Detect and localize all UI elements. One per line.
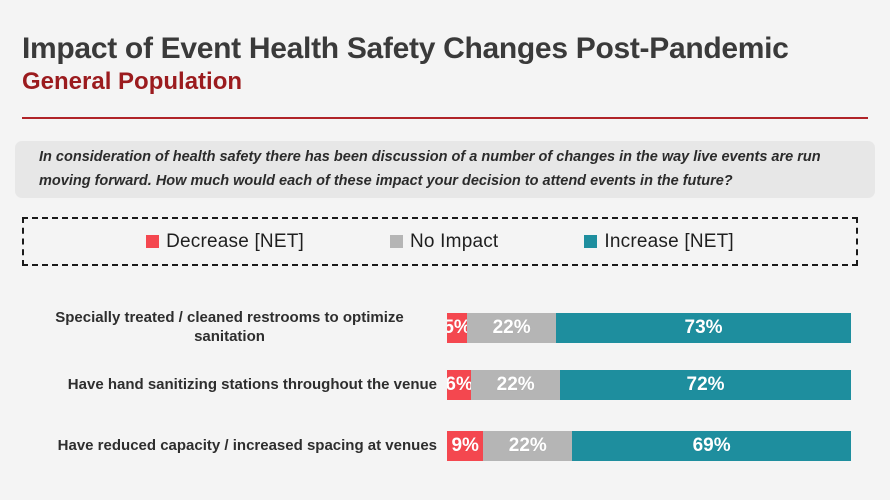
page-title: Impact of Event Health Safety Changes Po… xyxy=(22,32,789,65)
bar-segment-increase: 69% xyxy=(572,431,851,461)
category-label: Specially treated / cleaned restrooms to… xyxy=(55,309,404,345)
bar-segment-no-impact: 22% xyxy=(467,312,557,343)
bar-segment-decrease: 6% xyxy=(447,370,473,400)
segment-value: 69% xyxy=(692,435,731,456)
page-subtitle: General Population xyxy=(22,67,243,95)
chart-legend: Decrease [NET] No Impact Increase [NET] xyxy=(22,217,858,266)
survey-question-box: In consideration of health safety there … xyxy=(15,141,875,198)
header-divider xyxy=(22,117,868,119)
segment-value: 22% xyxy=(492,316,531,338)
decrease-swatch-icon xyxy=(146,235,160,248)
bar-segment-no-impact: 22% xyxy=(483,431,573,461)
legend-label: No Impact xyxy=(410,230,499,252)
legend-label: Increase [NET] xyxy=(604,230,734,252)
bar-segment-no-impact: 22% xyxy=(471,370,561,400)
category-label: Have hand sanitizing stations throughout… xyxy=(67,375,437,393)
no-impact-swatch-icon xyxy=(390,235,404,248)
segment-value: 73% xyxy=(684,316,723,338)
legend-item-no-impact: No Impact xyxy=(390,231,498,253)
chart-row-sanitizing-stations: Have hand sanitizing stations throughout… xyxy=(22,370,851,400)
segment-value: 9% xyxy=(451,435,479,456)
stacked-bar-chart: Specially treated / cleaned restrooms to… xyxy=(22,309,851,492)
bar-segment-decrease: 9% xyxy=(447,431,484,461)
segment-value: 22% xyxy=(496,374,535,395)
segment-value: 72% xyxy=(686,374,725,395)
segment-value: 6% xyxy=(447,374,473,395)
bar-segment-increase: 73% xyxy=(556,312,851,343)
chart-row-reduced-capacity: Have reduced capacity / increased spacin… xyxy=(22,431,851,461)
legend-item-decrease: Decrease [NET] xyxy=(146,231,304,253)
survey-question-text: In consideration of health safety there … xyxy=(39,149,821,189)
slide-header: Impact of Event Health Safety Changes Po… xyxy=(22,32,870,95)
legend-item-increase: Increase [NET] xyxy=(584,231,734,253)
legend-label: Decrease [NET] xyxy=(166,230,305,252)
stacked-bar: 6% 22% 72% xyxy=(447,370,851,400)
bar-segment-decrease: 5% xyxy=(447,312,471,343)
segment-value: 22% xyxy=(508,435,547,456)
chart-row-restrooms: Specially treated / cleaned restrooms to… xyxy=(22,309,851,345)
segment-value: 5% xyxy=(447,316,471,338)
bar-segment-increase: 72% xyxy=(560,370,851,400)
stacked-bar: 5% 22% 73% xyxy=(447,312,851,343)
stacked-bar: 9% 22% 69% xyxy=(447,431,851,461)
category-label: Have reduced capacity / increased spacin… xyxy=(57,436,437,454)
increase-swatch-icon xyxy=(584,235,598,248)
